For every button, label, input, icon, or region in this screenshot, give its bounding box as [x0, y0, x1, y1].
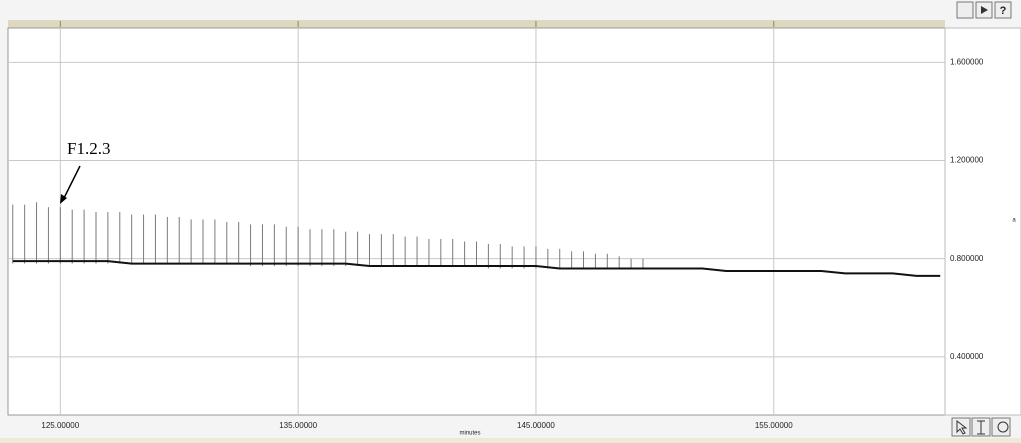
help-icon: ? [1000, 5, 1007, 17]
play-icon [981, 6, 988, 14]
y-tick-label: 0.400000 [950, 352, 984, 361]
arrow-head [60, 194, 67, 204]
pointer-icon [956, 419, 968, 435]
button[interactable] [956, 1, 974, 19]
x-tick-label: 145.00000 [517, 421, 555, 430]
top-strip [8, 20, 945, 28]
baseline-line [12, 260, 941, 277]
plot-area [7, 27, 946, 416]
x-tick-label: 135.00000 [279, 421, 317, 430]
cursor-icon [977, 420, 985, 435]
x-axis-label: minutes [459, 431, 480, 437]
y-tick-label: 1.600000 [950, 57, 984, 66]
y-axis-label: a [1012, 218, 1016, 224]
y-tick-label: 0.800000 [950, 254, 984, 263]
pointer-button[interactable] [951, 417, 971, 437]
toolbar: ? [951, 1, 1012, 437]
help-button[interactable] [994, 1, 1012, 19]
x-tick-label: 155.00000 [755, 421, 793, 430]
y-axis-panel [944, 27, 1021, 416]
x-tick-label: 125.00000 [41, 421, 79, 430]
y-tick-label: 1.200000 [950, 156, 984, 165]
zoom-button[interactable] [991, 417, 1011, 437]
annotation: F1.2.3 [67, 139, 110, 158]
annotation-arrow [62, 165, 81, 201]
zoom-icon [997, 421, 1009, 433]
